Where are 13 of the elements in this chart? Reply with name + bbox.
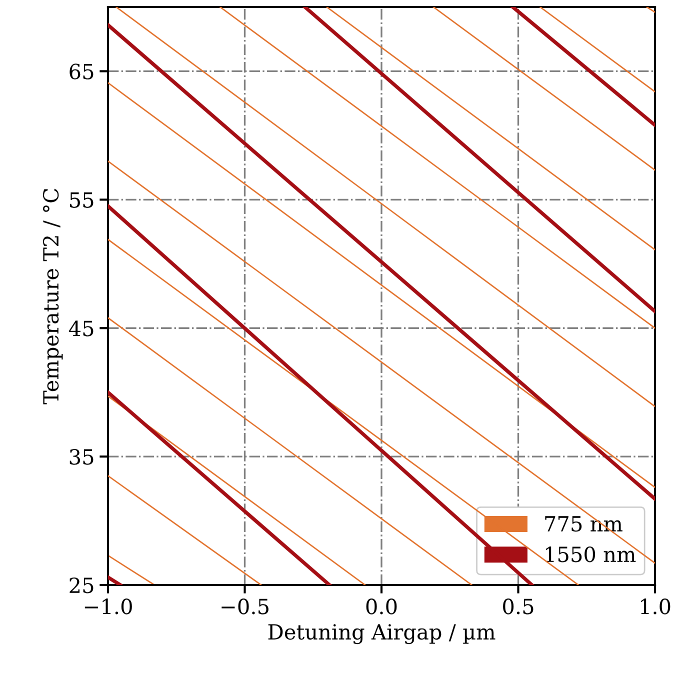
y-tick-label: 65 bbox=[70, 64, 94, 80]
x-tick-label: 1.0 bbox=[640, 598, 670, 614]
y-axis-title: Temperature T2 / °C bbox=[42, 188, 63, 404]
x-tick-label: 0.5 bbox=[503, 598, 534, 614]
x-tick-label: −0.5 bbox=[222, 598, 268, 614]
y-tick-label: 55 bbox=[70, 192, 94, 208]
y-tick-label: 45 bbox=[68, 320, 94, 336]
y-tick-label: 35 bbox=[70, 449, 94, 465]
y-tick-label: 25 bbox=[70, 577, 94, 594]
legend-label: 1550 nm bbox=[546, 546, 636, 562]
x-tick-label: −1.0 bbox=[84, 598, 132, 614]
x-tick-label: 0.0 bbox=[366, 598, 397, 614]
x-axis-title: Detuning Airgap / µm bbox=[268, 624, 496, 644]
